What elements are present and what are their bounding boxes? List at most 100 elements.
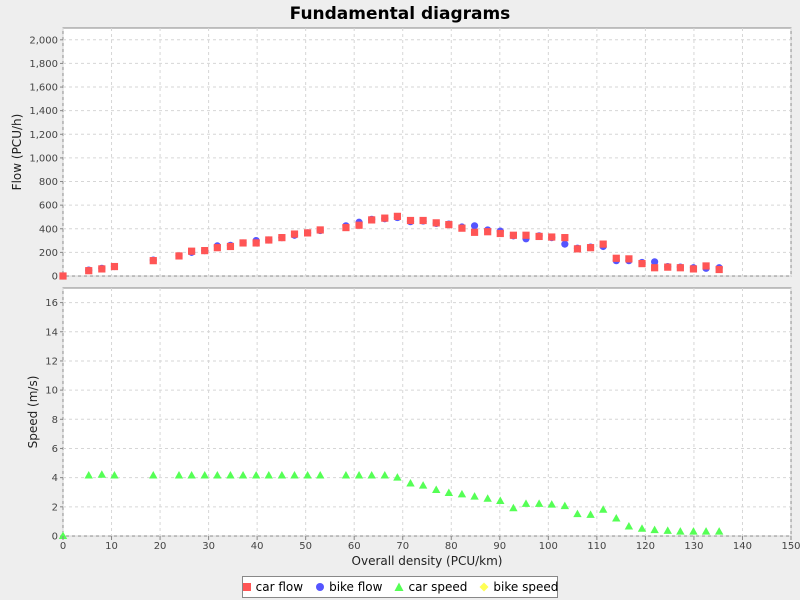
- car-speed-point: [58, 531, 68, 539]
- car-speed-point: [200, 470, 209, 479]
- y-tick-label: 1,000: [29, 153, 58, 164]
- car-speed-point: [612, 513, 621, 522]
- x-tick-label: 40: [251, 541, 264, 552]
- car-flow-point: [522, 231, 530, 239]
- car-flow-point: [188, 247, 196, 255]
- y-tick-label: 0: [52, 532, 58, 543]
- car-flow-point: [664, 263, 672, 271]
- x-tick-label: 150: [781, 541, 800, 552]
- speed-plot-area: [62, 287, 792, 537]
- car-flow-point: [651, 264, 659, 272]
- car-flow-point: [445, 221, 453, 229]
- car-flow-point: [676, 264, 684, 272]
- car-speed-point: [573, 509, 582, 518]
- car-flow-point: [638, 260, 646, 268]
- car-speed-point: [380, 470, 389, 479]
- legend: car flow bike flow car speed bike speed: [242, 576, 558, 598]
- car-flow-point: [393, 212, 401, 220]
- car-flow-point: [496, 229, 504, 238]
- car-flow-point: [625, 255, 633, 263]
- car-speed-point: [264, 470, 273, 479]
- car-speed-point: [187, 470, 196, 479]
- car-flow-point: [535, 232, 543, 241]
- car-flow-point: [573, 245, 582, 253]
- legend-label-car-speed: car speed: [408, 580, 468, 594]
- car-speed-point: [457, 489, 467, 498]
- flow-y-ticks: 0 200 400 600 800 1,000 1,200 1,400 1,600 1,800 2,…: [29, 35, 63, 283]
- car-speed-point: [418, 481, 428, 489]
- car-speed-point: [534, 499, 544, 507]
- x-tick-label: 90: [493, 541, 506, 552]
- x-tick-label: 80: [445, 541, 458, 552]
- car-flow-point: [252, 239, 260, 247]
- speed-plot-panel: 0 2 4 6 8 10 12 14 16 Speed (m/s): [26, 287, 792, 543]
- car-speed-point: [290, 470, 299, 479]
- fundamental-diagrams-chart: Fundamental diagrams 02004006008001,0001…: [10, 4, 800, 568]
- car-speed-point: [149, 470, 158, 479]
- bike-flow-point: [561, 240, 569, 248]
- car-flow-point: [612, 254, 620, 262]
- car-flow-point: [432, 219, 440, 227]
- y-tick-label: 14: [45, 327, 58, 338]
- chart-title: Fundamental diagrams: [290, 4, 511, 24]
- flow-plot-panel: 0 200 400 600 800 1,000 1,200 1,400 1,600 1,800 2,…: [10, 27, 792, 283]
- car-speed-point: [689, 527, 698, 535]
- car-flow-point: [599, 240, 607, 248]
- car-speed-point: [637, 524, 647, 532]
- x-tick-label: 70: [396, 541, 409, 552]
- car-speed-point: [213, 470, 222, 479]
- speed-y-ticks: 0 2 4 6 8 10 12 14 16: [45, 298, 63, 543]
- car-speed-point: [483, 494, 492, 502]
- car-flow-point: [304, 229, 312, 237]
- x-tick-label: 20: [154, 541, 167, 552]
- triangle-marker-icon: [394, 582, 404, 591]
- x-tick-label: 140: [733, 541, 752, 552]
- car-flow-point: [201, 247, 209, 255]
- car-flow-point: [702, 262, 710, 270]
- car-speed-point: [470, 492, 479, 500]
- car-flow-point: [509, 231, 517, 239]
- y-tick-label: 1,600: [29, 83, 58, 94]
- legend-item-car-flow: car flow: [242, 580, 303, 594]
- y-tick-label: 2,000: [29, 35, 58, 46]
- car-flow-point: [458, 224, 466, 232]
- car-speed-point: [303, 470, 312, 479]
- x-tick-label: 50: [299, 541, 312, 552]
- y-tick-label: 8: [52, 415, 58, 426]
- car-flow-point: [342, 223, 350, 232]
- car-flow-point: [548, 233, 556, 241]
- y-tick-label: 0: [52, 272, 58, 283]
- car-speed-point: [663, 526, 672, 534]
- speed-points: [58, 470, 724, 539]
- car-flow-point: [226, 242, 235, 251]
- car-speed-point: [316, 470, 325, 479]
- car-speed-point: [624, 522, 634, 530]
- y-tick-label: 1,200: [29, 130, 58, 141]
- car-flow-point: [98, 265, 106, 273]
- car-speed-point: [110, 470, 119, 479]
- car-speed-point: [701, 527, 711, 535]
- car-flow-point: [278, 234, 286, 242]
- legend-item-car-speed: car speed: [394, 580, 467, 594]
- car-speed-point: [277, 470, 287, 479]
- y-tick-label: 800: [39, 177, 58, 188]
- legend-label-bike-speed: bike speed: [493, 580, 559, 594]
- car-flow-point: [381, 214, 389, 222]
- car-speed-point: [586, 510, 595, 518]
- x-tick-label: 60: [348, 541, 361, 552]
- x-ticks: 0 10 20 30 40 50 60 70 80 90 100 110 120 130 140 150: [60, 536, 800, 552]
- car-speed-point: [547, 500, 556, 508]
- flow-plot-area: [62, 27, 792, 277]
- car-flow-point: [110, 262, 119, 271]
- flow-points: [59, 212, 723, 280]
- x-tick-label: 100: [539, 541, 558, 552]
- car-flow-point: [470, 228, 479, 236]
- car-flow-point: [355, 221, 363, 229]
- y-tick-label: 10: [45, 386, 58, 397]
- y-tick-label: 12: [45, 356, 58, 367]
- diamond-marker-icon: [479, 582, 489, 592]
- y-tick-label: 6: [52, 444, 58, 455]
- y-tick-label: 4: [52, 473, 58, 484]
- car-speed-point: [354, 470, 364, 479]
- car-speed-point: [496, 496, 505, 504]
